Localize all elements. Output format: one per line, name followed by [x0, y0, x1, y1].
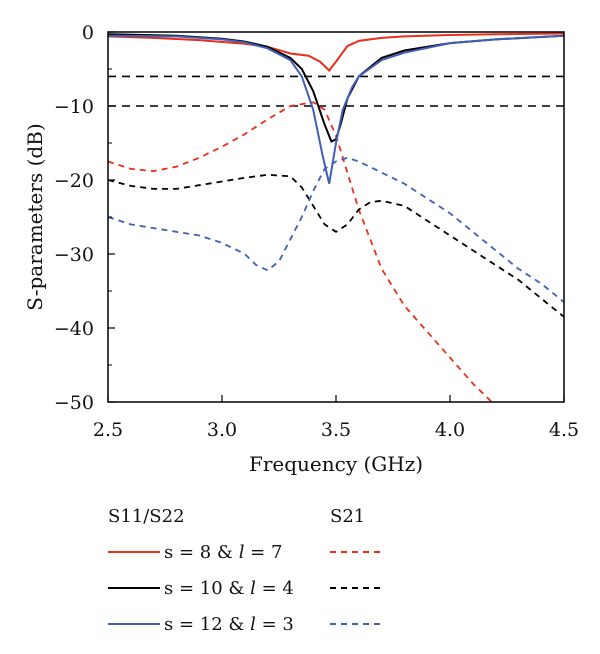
y-tick-label: −20 [54, 170, 94, 192]
x-tick-label: 4.5 [549, 419, 579, 441]
x-tick-label: 2.5 [93, 419, 123, 441]
x-tick-label: 4.0 [435, 419, 465, 441]
legend-header-s21: S21 [330, 506, 365, 527]
legend: S11/S22 S21 s = 8 & l = 7s = 10 & l = 4s… [108, 506, 382, 635]
s11-line [108, 34, 564, 184]
legend-rows: s = 8 & l = 7 s = 10 & l = 4 s = 12 & l = … [108, 542, 382, 635]
y-tick-label: −30 [54, 244, 94, 266]
y-tick-label: 0 [82, 22, 94, 44]
x-tick-label: 3.5 [321, 419, 351, 441]
legend-label: s = 12 & l = 3 [164, 614, 294, 635]
s21-line [108, 101, 494, 402]
x-tick-label: 3.0 [207, 419, 237, 441]
y-axis-ticks: 0 −10 −20 −30 −40 −50 [54, 22, 115, 414]
s11-line [108, 32, 564, 73]
s11-line [108, 33, 564, 143]
y-tick-label: −50 [54, 392, 94, 414]
legend-label: s = 10 & l = 4 [164, 578, 294, 599]
y-tick-label: −40 [54, 318, 94, 340]
legend-label: s = 8 & l = 7 [164, 542, 282, 563]
series-layer [108, 32, 564, 402]
plot-frame [107, 31, 565, 403]
y-axis-label: S-parameters (dB) [23, 123, 47, 310]
s21-line [108, 173, 564, 318]
reference-lines [108, 75, 564, 107]
x-axis-ticks: 2.5 3.0 3.5 4.0 4.5 [93, 395, 579, 441]
x-axis-label: Frequency (GHz) [249, 452, 423, 476]
legend-header-s11: S11/S22 [108, 506, 185, 527]
y-tick-label: −10 [54, 96, 94, 118]
s21-line [108, 156, 564, 303]
